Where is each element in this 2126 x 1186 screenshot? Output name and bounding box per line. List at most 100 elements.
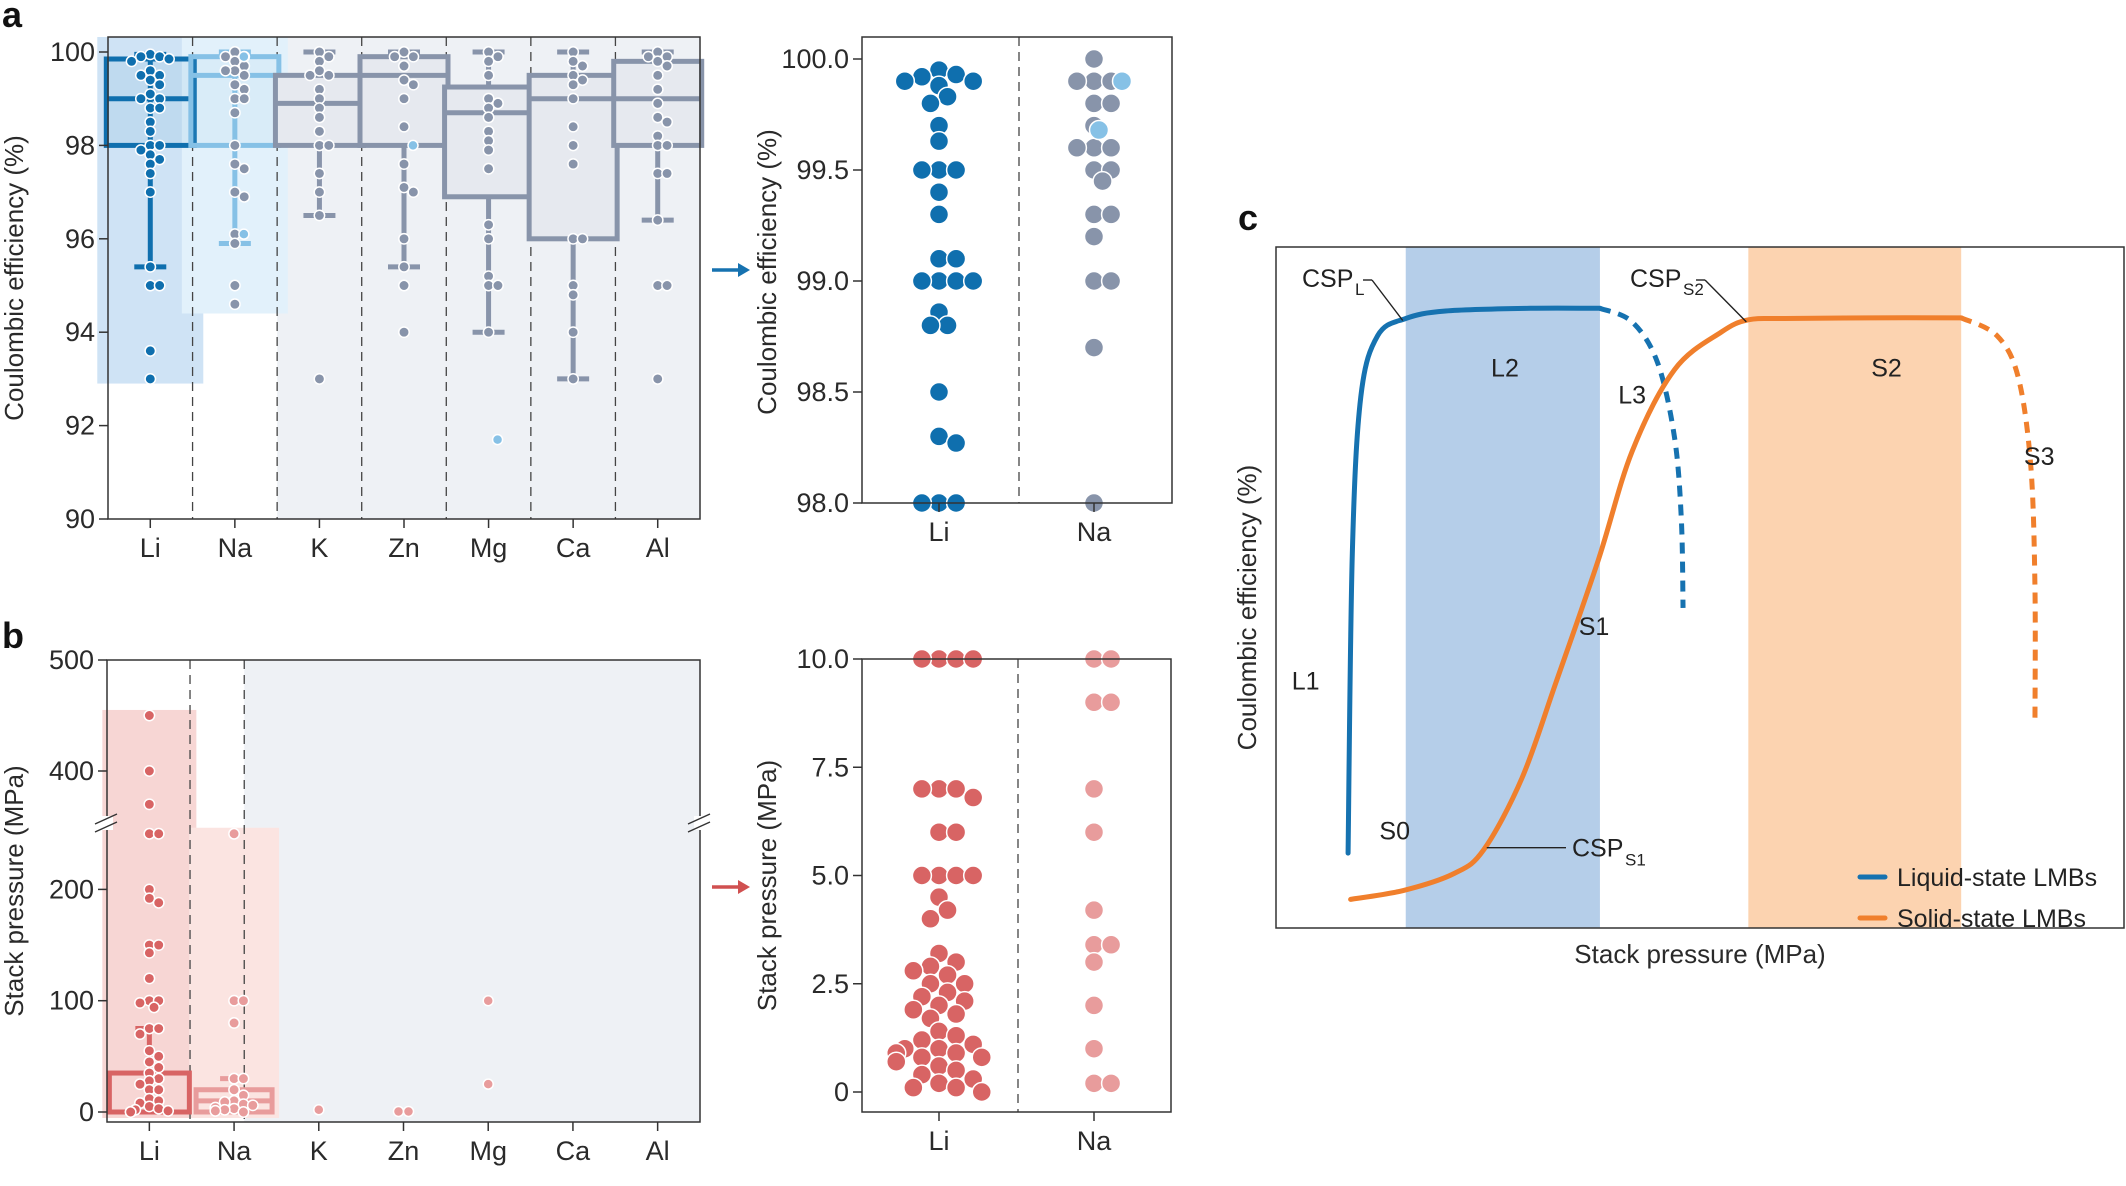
arrow-icon-red	[712, 880, 750, 894]
y-tick-label: 99.5	[796, 155, 849, 185]
data-point	[937, 899, 958, 921]
y-tick-label: 100.0	[781, 44, 849, 74]
data-point	[228, 1017, 241, 1029]
data-point	[143, 972, 156, 985]
data-point	[962, 865, 984, 886]
data-point	[911, 1029, 933, 1051]
data-point	[928, 426, 950, 447]
data-point	[567, 78, 580, 91]
data-point	[482, 69, 495, 82]
na-highlight-band	[189, 827, 280, 1118]
data-point	[962, 787, 984, 808]
data-point	[928, 1021, 950, 1042]
data-point	[407, 50, 420, 63]
data-point	[304, 69, 317, 82]
data-point	[1066, 70, 1088, 92]
data-point	[398, 74, 410, 86]
data-point	[945, 778, 967, 800]
csp-l-leader	[1371, 279, 1404, 321]
data-point	[1083, 1073, 1105, 1094]
x-tick-label: K	[310, 533, 328, 563]
data-point	[1083, 137, 1105, 159]
band-solid-optimal	[1748, 247, 1962, 928]
data-point	[1100, 137, 1122, 159]
x-tick-label: Na	[218, 533, 253, 563]
data-point	[153, 279, 166, 292]
y-axis-label: Stack pressure (MPa)	[0, 765, 29, 1016]
band-liquid-optimal	[1405, 247, 1600, 928]
data-point	[661, 279, 674, 292]
data-point	[1100, 204, 1122, 225]
legend-label-solid: Solid-state LMBs	[1897, 905, 2086, 933]
data-point	[920, 908, 941, 930]
y-tick-label: 5.0	[811, 861, 849, 891]
data-point	[209, 1104, 222, 1117]
data-point	[144, 167, 157, 180]
data-point	[1083, 951, 1105, 973]
data-point	[1083, 48, 1105, 70]
data-point	[144, 125, 157, 138]
data-point	[1083, 270, 1105, 292]
data-point	[491, 50, 504, 63]
data-point	[144, 186, 157, 199]
data-point	[567, 120, 580, 133]
data-point	[398, 326, 410, 339]
data-point	[219, 64, 232, 77]
data-point	[567, 158, 580, 171]
panel-label-b: b	[2, 615, 24, 656]
annotation-csp-l-sub: L	[1355, 280, 1364, 299]
plot-frame	[861, 36, 1173, 504]
data-point	[945, 1060, 967, 1081]
data-point	[954, 973, 975, 994]
data-point	[945, 432, 967, 454]
x-tick-label: Al	[646, 1136, 670, 1166]
data-point	[402, 1105, 415, 1118]
data-point	[482, 326, 495, 339]
data-point	[1100, 934, 1122, 956]
data-point	[143, 946, 156, 959]
others-background	[244, 660, 701, 1122]
data-point	[661, 60, 674, 72]
data-point	[238, 190, 251, 203]
data-point	[228, 1083, 241, 1096]
panel-label-c: c	[1238, 197, 1258, 238]
data-point	[1083, 1038, 1105, 1059]
x-tick-label: Al	[646, 533, 670, 563]
data-point	[491, 279, 504, 292]
data-point	[1092, 170, 1113, 192]
annotation-csp-s1-sub: S1	[1625, 851, 1646, 870]
data-point	[1083, 692, 1105, 713]
data-point	[1083, 778, 1105, 800]
data-point	[398, 260, 410, 273]
data-point	[945, 1003, 967, 1025]
data-point	[928, 248, 950, 270]
x-tick-label: Na	[1077, 517, 1112, 547]
data-point	[911, 270, 933, 292]
data-point	[945, 1025, 967, 1046]
y-tick-label: 100	[49, 986, 94, 1016]
data-point	[152, 1061, 165, 1074]
data-point	[576, 60, 589, 72]
data-point	[152, 939, 165, 951]
data-point	[238, 162, 251, 175]
data-point	[945, 821, 967, 843]
data-point	[928, 130, 950, 152]
y-tick-label: 90	[65, 504, 95, 534]
data-point	[246, 1099, 259, 1112]
annotation-csp-s2: CSP	[1630, 265, 1681, 293]
arrow-icon-blue	[712, 263, 750, 277]
data-point	[152, 1050, 165, 1063]
data-point	[651, 55, 664, 68]
y-tick-label: 200	[49, 874, 94, 904]
data-point	[313, 209, 326, 222]
data-point-highlight	[407, 139, 419, 152]
y-tick-label: 98.0	[796, 488, 849, 518]
y-tick-label: 96	[65, 224, 95, 254]
annotation-l1: L1	[1292, 668, 1320, 696]
y-tick-label: 400	[49, 756, 94, 786]
x-tick-label: Na	[1077, 1126, 1112, 1156]
data-point	[482, 162, 495, 175]
axis-break-mark	[94, 821, 118, 833]
y-tick-label: 99.0	[796, 266, 849, 296]
